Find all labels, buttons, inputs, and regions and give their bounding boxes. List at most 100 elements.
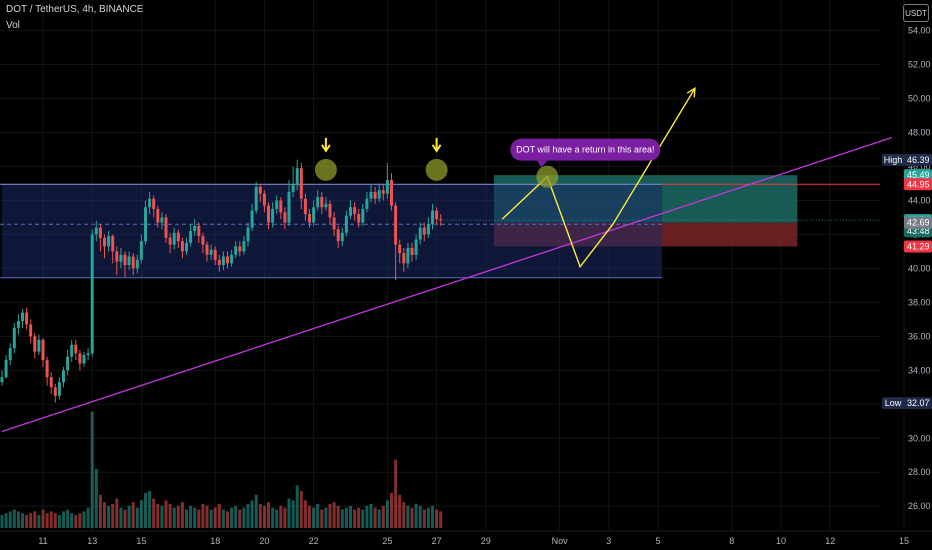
candle-body	[135, 259, 139, 269]
candle-body	[127, 256, 131, 265]
candle-body	[148, 198, 152, 208]
time-tick-label: 12	[825, 536, 835, 546]
candle-body	[349, 207, 352, 216]
candle-body	[324, 203, 328, 208]
price-tick-label: 52.00	[908, 60, 931, 70]
time-tick-label: 25	[382, 536, 392, 546]
candle-body	[435, 210, 439, 220]
volume-bar	[275, 509, 279, 528]
candle-body	[98, 227, 102, 238]
candle-body	[176, 232, 180, 242]
highlight-circle	[314, 158, 337, 181]
candle-body	[238, 246, 242, 252]
candle-body	[320, 197, 324, 208]
price-tick-label: 30.00	[908, 433, 931, 443]
candle-body	[406, 248, 410, 264]
candle-body	[62, 370, 65, 383]
range-box-fill	[2, 184, 663, 278]
price-tick-label: 36.00	[908, 331, 931, 341]
volume-bar	[324, 507, 328, 528]
volume-bar	[127, 505, 131, 528]
price-tag-value: 43:48	[907, 226, 930, 236]
candle-body	[66, 356, 70, 371]
annotation-bg	[510, 138, 661, 161]
volume-bar	[176, 505, 180, 528]
candle-body	[291, 185, 295, 192]
volume-bar	[308, 505, 311, 528]
volume-bar	[287, 498, 291, 528]
candle-body	[439, 219, 443, 221]
time-tick-label: 10	[776, 536, 786, 546]
volume-bar	[205, 505, 209, 528]
candle-body	[193, 225, 197, 232]
candle-body	[94, 227, 98, 235]
volume-bar	[373, 507, 377, 528]
volume-bar	[217, 504, 221, 528]
candle-body	[328, 203, 332, 218]
currency-button[interactable]: USDT	[903, 4, 929, 22]
volume-bar	[21, 513, 24, 528]
volume-bar	[385, 500, 389, 528]
time-tick-label: 15	[899, 536, 909, 546]
candle-body	[275, 200, 279, 209]
candle-body	[180, 241, 184, 252]
annotation-bubble[interactable]: DOT will have a return in this area!	[510, 138, 661, 168]
candle-body	[49, 377, 53, 388]
volume-bar	[316, 504, 320, 528]
candle-body	[414, 239, 418, 255]
candle-body	[90, 234, 94, 354]
projection-path[interactable]	[501, 87, 696, 269]
volume-bar	[53, 513, 57, 528]
volume-bar	[8, 511, 12, 528]
price-tag-value: 41.29	[907, 241, 930, 251]
volume-bar	[353, 509, 357, 528]
volume-bar	[398, 494, 402, 528]
candle-body	[164, 217, 168, 238]
volume-bar	[332, 502, 336, 528]
price-axis[interactable]: 26.0028.0030.0032.0034.0036.0038.0040.00…	[908, 26, 931, 512]
candle-body	[262, 193, 266, 206]
candle-body	[25, 312, 29, 325]
candle-body	[57, 382, 61, 396]
volume-bar	[62, 511, 65, 528]
candle-body	[41, 339, 45, 361]
price-tag-label-bg	[882, 397, 904, 410]
volume-bar	[119, 507, 123, 528]
time-tick-label: 5	[655, 536, 660, 546]
candle-body	[8, 348, 12, 361]
price-tag-bg	[904, 397, 932, 410]
volume-bar	[365, 505, 369, 528]
candle-body	[70, 344, 74, 357]
volume-bar	[295, 485, 299, 528]
price-tick-label: 54.00	[908, 26, 931, 36]
price-tick-label: 34.00	[908, 365, 931, 375]
time-tick-label: 8	[729, 536, 734, 546]
volume-bar	[131, 502, 135, 528]
time-axis[interactable]: 11 13 15 18 20 22 25 27 29 Nov 3 5 8 10 12 15	[0, 530, 932, 546]
candle-body	[103, 237, 106, 247]
volume-bar	[422, 509, 426, 528]
price-tag-label: High	[884, 155, 903, 165]
candle-body	[221, 256, 225, 265]
volume-bar	[390, 492, 393, 528]
candle-body	[336, 229, 340, 242]
candle-body	[361, 208, 365, 223]
price-tag-value: 46.39	[907, 155, 930, 165]
candle-body	[402, 253, 406, 264]
down-arrow-icon	[431, 144, 442, 153]
volume-bar	[90, 411, 94, 528]
trendline[interactable]	[1, 136, 892, 433]
candle-body	[410, 248, 414, 255]
candle-body	[111, 236, 115, 252]
range-box[interactable]	[0, 183, 880, 279]
volume-bar	[414, 504, 418, 528]
candle-body	[144, 207, 147, 242]
volume-bar	[267, 502, 270, 528]
candle-body	[418, 227, 422, 240]
candle-body	[74, 344, 78, 354]
candle-body	[185, 242, 188, 252]
volume-bar	[340, 509, 344, 528]
candle-body	[86, 353, 90, 356]
volume-bar	[369, 504, 373, 528]
